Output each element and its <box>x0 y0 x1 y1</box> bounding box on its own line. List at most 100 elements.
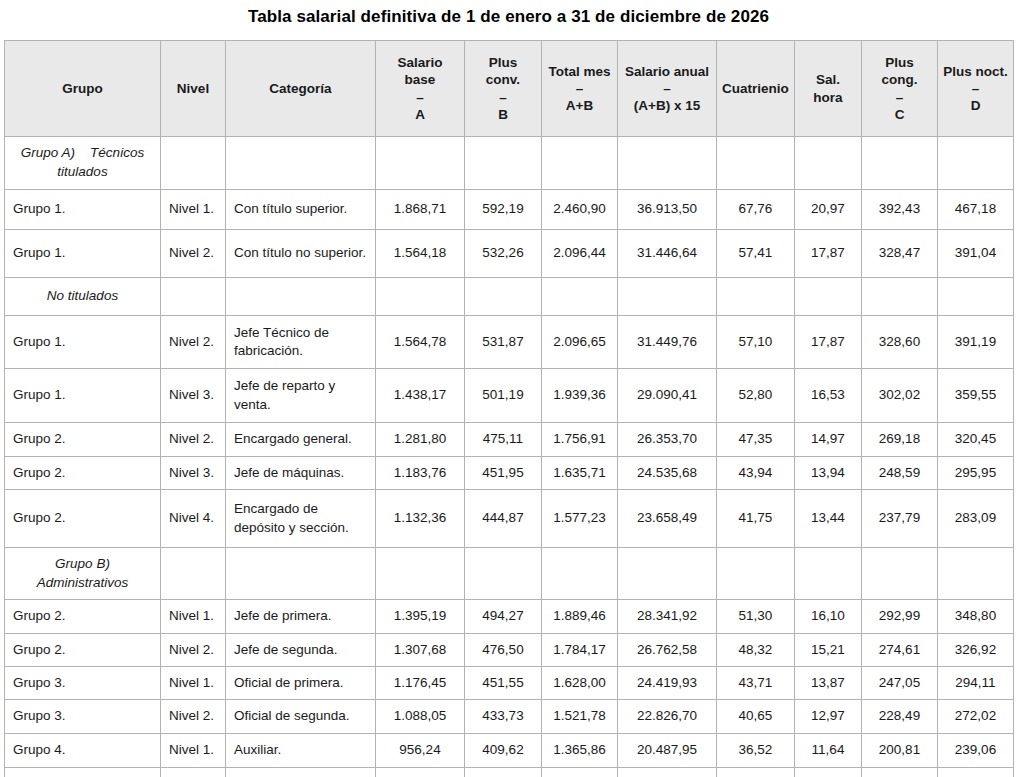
col-header-plus-noct: Plus noct. – D <box>938 41 1014 137</box>
cell-total-mes: 1.889,46 <box>542 600 618 634</box>
cell-grupo: Grupo 2. <box>5 457 161 490</box>
cell-cuatrienio <box>717 278 795 316</box>
cell-total-mes: 1.635,71 <box>542 457 618 490</box>
cell-sal-hora: 13,87 <box>795 667 862 700</box>
cell-plus-cong: 302,02 <box>862 369 938 423</box>
cell-categoria: Encargado de depósito y sección. <box>226 490 376 548</box>
cell-plus-conv <box>465 278 542 316</box>
cell-plus-noct <box>938 278 1014 316</box>
table-row: Grupo 2. Nivel 4. Encargado de depósito … <box>5 490 1014 548</box>
cell-nivel: Nivel 1. <box>161 190 226 230</box>
cell-sal-hora: 12,97 <box>795 700 862 734</box>
cell-cuatrienio: 43,71 <box>717 667 795 700</box>
cell-total-mes: 1.756,91 <box>542 423 618 457</box>
cell-nivel <box>161 548 226 600</box>
cell-salario-base: 1.183,76 <box>376 457 465 490</box>
cell-plus-noct: 391,19 <box>938 316 1014 369</box>
cell-salario-base: 1.281,80 <box>376 423 465 457</box>
cell-plus-noct <box>938 137 1014 190</box>
cell-plus-noct: 272,02 <box>938 700 1014 734</box>
cell-grupo: Grupo 2. <box>5 600 161 634</box>
cell-total-mes: 2.096,44 <box>542 230 618 278</box>
cell-cuatrienio: 40,65 <box>717 700 795 734</box>
cell-categoria <box>226 278 376 316</box>
cell-cuatrienio: 67,76 <box>717 190 795 230</box>
cell-total-mes <box>542 548 618 600</box>
cell-sal-hora: 11,64 <box>795 734 862 768</box>
cell-nivel: Nivel 3. <box>161 457 226 490</box>
cell-nivel: Nivel 3. <box>161 369 226 423</box>
cell-cuatrienio: 43,94 <box>717 457 795 490</box>
cell-salario-anual <box>618 137 717 190</box>
cell-plus-cong <box>862 548 938 600</box>
cell-total-mes: 1.365,86 <box>542 734 618 768</box>
cell-plus-conv: 532,26 <box>465 230 542 278</box>
empty-cell <box>226 768 376 777</box>
cell-plus-cong <box>862 278 938 316</box>
cell-grupo: No titulados <box>5 278 161 316</box>
cell-grupo: Grupo 2. <box>5 490 161 548</box>
col-header-plus-conv: Plus conv. – B <box>465 41 542 137</box>
clipped-next-row <box>5 768 1014 777</box>
cell-nivel: Nivel 1. <box>161 600 226 634</box>
table-row: Grupo 3. Nivel 1. Oficial de primera. 1.… <box>5 667 1014 700</box>
cell-total-mes: 1.577,23 <box>542 490 618 548</box>
cell-plus-cong: 247,05 <box>862 667 938 700</box>
cell-salario-base: 1.564,18 <box>376 230 465 278</box>
table-row: Grupo 1. Nivel 2. Con título no superior… <box>5 230 1014 278</box>
cell-salario-anual: 20.487,95 <box>618 734 717 768</box>
cell-grupo: Grupo A) Técnicos titulados <box>5 137 161 190</box>
empty-cell <box>717 768 795 777</box>
cell-plus-conv: 494,27 <box>465 600 542 634</box>
cell-plus-cong: 392,43 <box>862 190 938 230</box>
cell-sal-hora: 14,97 <box>795 423 862 457</box>
cell-salario-base: 1.438,17 <box>376 369 465 423</box>
table-row: Grupo 2. Nivel 2. Encargado general. 1.2… <box>5 423 1014 457</box>
col-header-nivel: Nivel <box>161 41 226 137</box>
empty-cell <box>376 768 465 777</box>
col-header-cuatrienio: Cuatrienio <box>717 41 795 137</box>
cell-cuatrienio: 47,35 <box>717 423 795 457</box>
cell-grupo: Grupo 2. <box>5 634 161 667</box>
cell-salario-anual: 23.658,49 <box>618 490 717 548</box>
cell-plus-conv: 475,11 <box>465 423 542 457</box>
cell-sal-hora: 16,53 <box>795 369 862 423</box>
cell-plus-cong: 248,59 <box>862 457 938 490</box>
cell-salario-base: 1.395,19 <box>376 600 465 634</box>
cell-cuatrienio <box>717 137 795 190</box>
cell-plus-noct: 283,09 <box>938 490 1014 548</box>
cell-plus-noct: 295,95 <box>938 457 1014 490</box>
cell-nivel: Nivel 1. <box>161 734 226 768</box>
cell-grupo: Grupo 1. <box>5 190 161 230</box>
cell-grupo: Grupo B) Administrativos <box>5 548 161 600</box>
table-row: Grupo 2. Nivel 1. Jefe de primera. 1.395… <box>5 600 1014 634</box>
table-row: Grupo 1. Nivel 1. Con título superior. 1… <box>5 190 1014 230</box>
empty-cell <box>161 768 226 777</box>
cell-total-mes <box>542 137 618 190</box>
cell-salario-base: 1.564,78 <box>376 316 465 369</box>
cell-nivel <box>161 137 226 190</box>
cell-sal-hora: 17,87 <box>795 230 862 278</box>
cell-salario-base: 1.088,05 <box>376 700 465 734</box>
cell-plus-conv: 433,73 <box>465 700 542 734</box>
cell-nivel: Nivel 1. <box>161 667 226 700</box>
cell-plus-cong: 328,47 <box>862 230 938 278</box>
cell-plus-conv <box>465 137 542 190</box>
cell-cuatrienio: 52,80 <box>717 369 795 423</box>
table-header: Grupo Nivel Categoría Salario base – A P… <box>5 41 1014 137</box>
table-body: Grupo A) Técnicos titulados Grupo 1. Niv… <box>5 137 1014 768</box>
cell-plus-cong: 269,18 <box>862 423 938 457</box>
cell-plus-noct: 359,55 <box>938 369 1014 423</box>
col-header-total-mes: Total mes – A+B <box>542 41 618 137</box>
col-header-categoria: Categoría <box>226 41 376 137</box>
cell-plus-conv: 444,87 <box>465 490 542 548</box>
cell-salario-base <box>376 548 465 600</box>
cell-nivel: Nivel 2. <box>161 316 226 369</box>
cell-plus-cong: 292,99 <box>862 600 938 634</box>
cell-sal-hora: 13,94 <box>795 457 862 490</box>
cell-categoria <box>226 548 376 600</box>
cell-nivel: Nivel 2. <box>161 700 226 734</box>
cell-nivel <box>161 278 226 316</box>
cell-salario-anual: 24.419,93 <box>618 667 717 700</box>
cell-plus-cong: 328,60 <box>862 316 938 369</box>
